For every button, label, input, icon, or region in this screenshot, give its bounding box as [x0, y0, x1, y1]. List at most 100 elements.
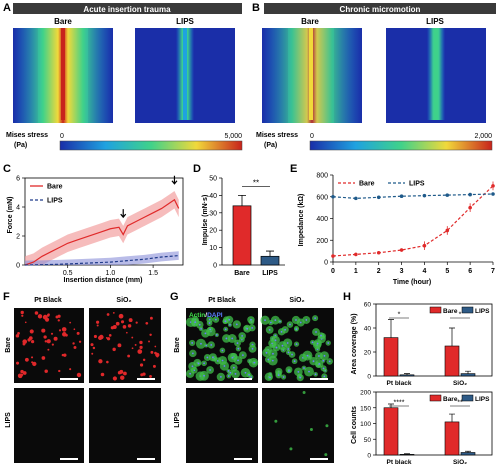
- cell-dot: [139, 363, 144, 367]
- cell-dot: [154, 351, 157, 355]
- cell-dot: [139, 340, 143, 345]
- cell-dot: [149, 316, 153, 320]
- scale-bar: [60, 378, 78, 380]
- cell-dot: [96, 320, 100, 324]
- series-band-bare: [25, 191, 179, 265]
- cell-dot: [106, 337, 111, 341]
- panel-title: Chronic micromotion: [340, 5, 421, 14]
- cell-nucleus: [197, 362, 200, 365]
- cell-nucleus: [318, 362, 321, 365]
- column-label: Pt Black: [34, 297, 62, 304]
- cell-nucleus: [299, 376, 302, 379]
- cell-dot: [149, 374, 152, 378]
- legend-label-lips: LIPS: [475, 396, 490, 403]
- colorbar-min: 0: [60, 133, 64, 140]
- panel-c-chart: C Force (mN) Insertion distance (mm) 0 2 4…: [3, 163, 184, 284]
- x-tick-label: 7: [491, 268, 495, 275]
- cell-dot: [78, 340, 82, 343]
- significance-label: **: [457, 400, 463, 407]
- cell-nucleus: [286, 342, 289, 344]
- y-tick-label: 20: [364, 350, 372, 357]
- cell-nucleus: [221, 349, 224, 352]
- cell-nucleus: [299, 321, 302, 324]
- cell-nucleus: [264, 319, 266, 322]
- scale-bar: [310, 378, 328, 380]
- cell-dot: [125, 331, 128, 334]
- error-bar: [238, 195, 246, 206]
- cell-dot: [140, 373, 144, 377]
- cell-nucleus: [327, 342, 330, 344]
- cell-nucleus: [269, 376, 271, 379]
- y-tick-label: 40: [209, 193, 217, 200]
- cell-nucleus: [293, 360, 296, 363]
- cell-dot: [43, 335, 47, 339]
- column-label: SiO₂: [289, 297, 304, 304]
- y-axis-label: Force (mN): [7, 197, 14, 234]
- panel-letter: C: [3, 163, 11, 175]
- cell-nucleus: [320, 334, 322, 337]
- cell-dot: [106, 360, 109, 364]
- cell-nucleus: [200, 328, 203, 330]
- cell-dot: [32, 361, 37, 367]
- cell-nucleus: [272, 352, 274, 355]
- cell-dots: [15, 310, 160, 381]
- cell-dot: [96, 324, 99, 327]
- legend-label-lips: LIPS: [409, 181, 425, 188]
- colorbar: [59, 140, 243, 151]
- cell-dot: [17, 331, 20, 335]
- cell-dot: [73, 345, 77, 349]
- cell-dot: [51, 343, 54, 346]
- scale-label: Mises stress (Pa): [6, 132, 48, 149]
- cell-dot: [131, 336, 134, 339]
- cell-nucleus: [253, 361, 256, 364]
- colorbar: [309, 140, 493, 151]
- error-bar: [449, 413, 455, 422]
- legend-swatch-lips: [461, 306, 474, 314]
- x-tick-label: 5: [445, 268, 449, 275]
- cell-nucleus: [221, 359, 224, 362]
- cell-dot: [29, 329, 34, 334]
- y-tick-label: 50: [209, 176, 217, 183]
- cell-dot: [134, 343, 137, 346]
- panel-b: B Chronic micromotion Bare LIPS Mises st…: [252, 2, 496, 151]
- bar-lips: [460, 452, 476, 456]
- cell-nucleus: [200, 342, 202, 345]
- cell-dot: [99, 334, 104, 340]
- cell-dot: [92, 346, 96, 350]
- cell-nucleus: [250, 318, 252, 321]
- cell-nucleus: [227, 375, 230, 377]
- cell-nucleus: [328, 360, 331, 363]
- cell-dot: [24, 357, 29, 362]
- plot-frame: [375, 303, 493, 377]
- cell-nucleus: [323, 375, 326, 378]
- cell-nucleus: [210, 344, 213, 346]
- legend-label-bare: Bare: [443, 396, 458, 403]
- bar-bare: [444, 345, 460, 377]
- cell-nucleus: [191, 365, 194, 368]
- cell-nucleus: [274, 339, 277, 342]
- error-bar: [465, 450, 471, 453]
- image-label: LIPS: [426, 17, 444, 26]
- cell-nucleus: [208, 322, 211, 324]
- cell-nucleus: [209, 328, 212, 331]
- cell-nucleus: [244, 371, 247, 374]
- error-bar: [404, 453, 410, 455]
- micrograph-lips-pt: [14, 388, 84, 463]
- cell-dot: [131, 347, 134, 350]
- legend-label-bare: Bare: [443, 308, 458, 315]
- cell-nucleus: [231, 356, 234, 359]
- bar-lips: [460, 373, 476, 377]
- cell-dot: [112, 347, 116, 352]
- cell-nucleus: [265, 351, 268, 354]
- y-tick-label: 200: [360, 390, 371, 397]
- cell-dot: [145, 321, 149, 325]
- arrow-annotation: [120, 209, 127, 219]
- cell-nucleus: [282, 376, 285, 378]
- cell-dot: [148, 340, 150, 343]
- cell-dot: [55, 315, 59, 319]
- cell-nucleus: [215, 334, 218, 336]
- y-tick-label: 100: [360, 421, 371, 428]
- cell-nucleus: [314, 373, 317, 376]
- cell-dot: [72, 342, 75, 345]
- cell-nucleus: [231, 337, 234, 340]
